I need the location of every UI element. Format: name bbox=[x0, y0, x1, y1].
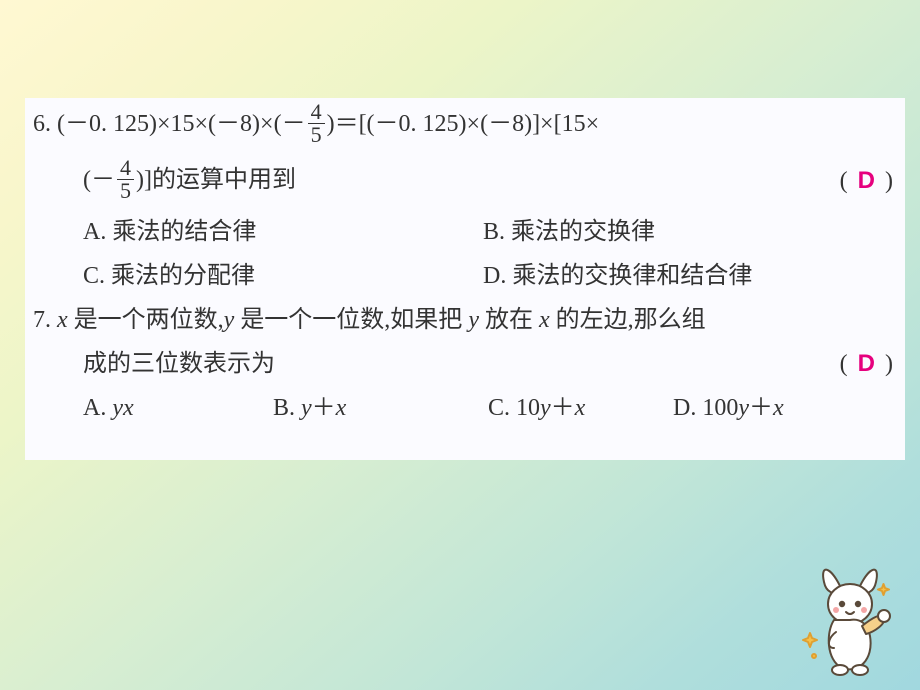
bunny-icon bbox=[800, 560, 892, 680]
fraction: 45 bbox=[308, 101, 325, 146]
q6-line1: 6. (－0. 125)×15×(－8)×(－45)＝[(－0. 125)×(－… bbox=[25, 98, 905, 148]
q7-optC: C. 10y＋x bbox=[488, 386, 673, 430]
q7-answer-group: ( D ) bbox=[840, 342, 893, 386]
var-y: y bbox=[468, 307, 479, 333]
q6-number: 6. bbox=[33, 111, 51, 137]
q6-optB: B. 乘法的交换律 bbox=[483, 210, 655, 254]
q6-l1a: (－0. 125)×15×(－8)×(－ bbox=[57, 111, 306, 137]
slide-page: 6. (－0. 125)×15×(－8)×(－45)＝[(－0. 125)×(－… bbox=[0, 0, 920, 690]
q6-l2-text: (－45)]的运算中用到 bbox=[83, 158, 296, 204]
q7-l2-text: 成的三位数表示为 bbox=[83, 342, 275, 386]
q6-answer-group: ( D ) bbox=[840, 159, 893, 203]
bunny-sticker bbox=[800, 560, 892, 680]
q7-optA: A. yx bbox=[83, 386, 273, 430]
q6-optA: A. 乘法的结合律 bbox=[83, 210, 483, 254]
q6-answer: D bbox=[854, 167, 879, 194]
q7-optB: B. y＋x bbox=[273, 386, 488, 430]
var-y: y bbox=[224, 307, 235, 333]
q7-optD: D. 100y＋x bbox=[673, 386, 784, 430]
q6-optC: C. 乘法的分配律 bbox=[83, 254, 483, 298]
q7-options-row: A. yx B. y＋x C. 10y＋x D. 100y＋x bbox=[25, 386, 905, 430]
q6-l1b: )＝[(－0. 125)×(－8)]×[15× bbox=[327, 111, 600, 137]
q7-answer: D bbox=[854, 350, 879, 377]
q7-line1: 7. x 是一个两位数,y 是一个一位数,如果把 y 放在 x 的左边,那么组 bbox=[25, 298, 905, 342]
var-x: x bbox=[57, 307, 68, 333]
q6-line2: (－45)]的运算中用到 ( D ) bbox=[25, 158, 905, 204]
var-x: x bbox=[539, 307, 550, 333]
q6-options-row1: A. 乘法的结合律 B. 乘法的交换律 bbox=[25, 210, 905, 254]
fraction: 45 bbox=[117, 157, 134, 202]
q6-optD: D. 乘法的交换律和结合律 bbox=[483, 254, 752, 298]
q7-number: 7. bbox=[33, 307, 51, 333]
q6-options-row2: C. 乘法的分配律 D. 乘法的交换律和结合律 bbox=[25, 254, 905, 298]
q7-line2: 成的三位数表示为 ( D ) bbox=[25, 342, 905, 386]
question-panel: 6. (－0. 125)×15×(－8)×(－45)＝[(－0. 125)×(－… bbox=[25, 98, 905, 460]
